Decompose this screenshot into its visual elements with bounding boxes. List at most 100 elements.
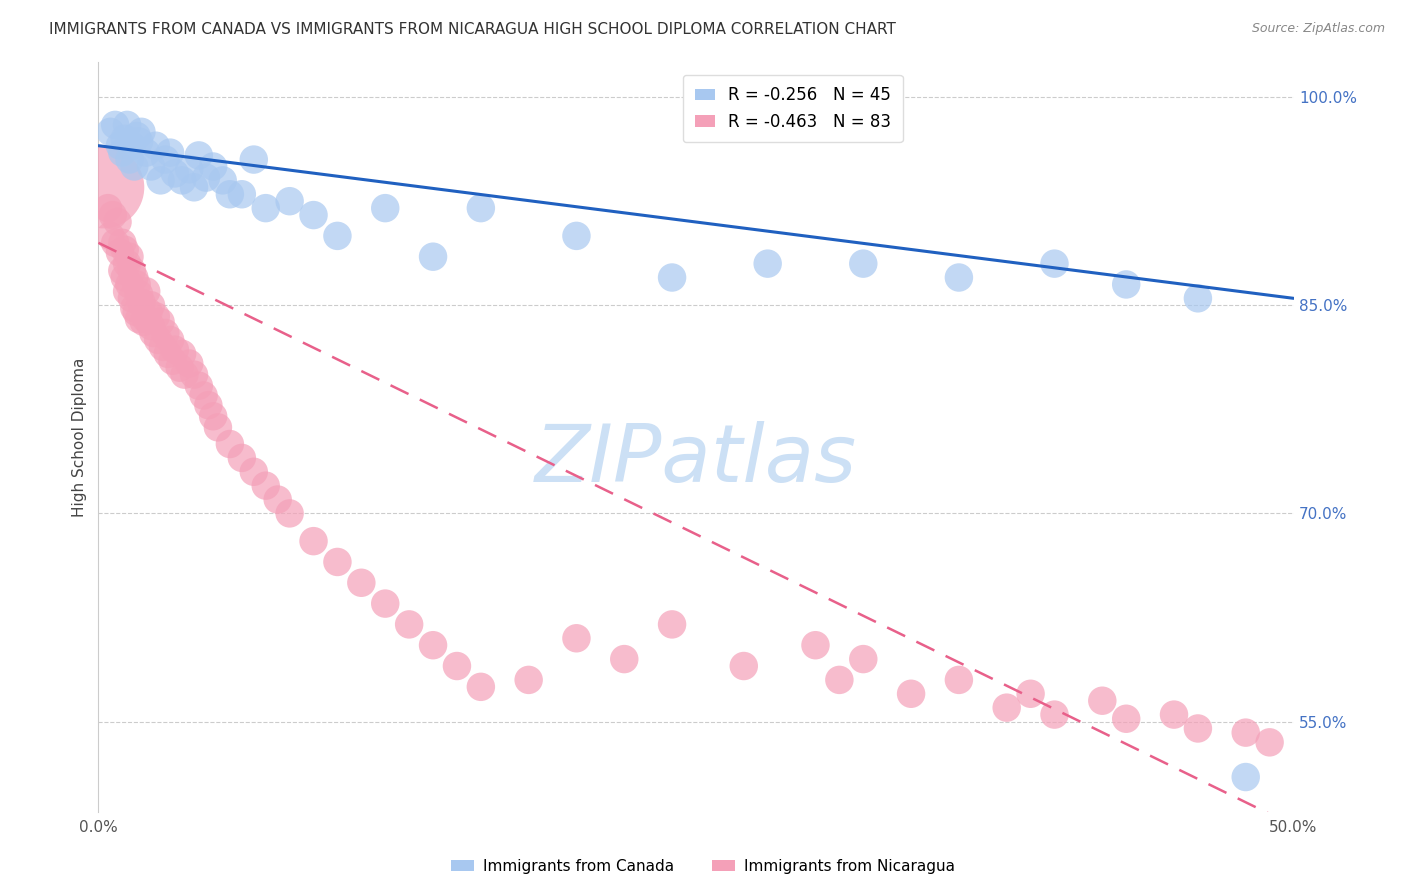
Point xyxy=(948,270,970,285)
Point xyxy=(565,228,588,243)
Legend: Immigrants from Canada, Immigrants from Nicaragua: Immigrants from Canada, Immigrants from … xyxy=(444,853,962,880)
Point xyxy=(101,208,124,222)
Point xyxy=(267,492,290,507)
Point xyxy=(142,326,165,340)
Point xyxy=(219,187,242,202)
Point xyxy=(128,312,150,326)
Point xyxy=(121,263,143,277)
Point xyxy=(202,160,225,174)
Point xyxy=(111,235,134,250)
Point xyxy=(756,257,779,271)
Point xyxy=(114,132,136,146)
Point xyxy=(179,357,201,371)
Point xyxy=(98,125,122,139)
Text: ZIPatlas: ZIPatlas xyxy=(534,420,858,499)
Point xyxy=(114,270,136,285)
Text: Source: ZipAtlas.com: Source: ZipAtlas.com xyxy=(1251,22,1385,36)
Point xyxy=(118,250,141,264)
Point xyxy=(231,187,253,202)
Point xyxy=(219,437,242,451)
Point xyxy=(187,148,209,162)
Point xyxy=(613,652,636,666)
Point xyxy=(118,153,141,167)
Point xyxy=(172,173,194,187)
Point xyxy=(1115,277,1137,292)
Point xyxy=(108,245,131,260)
Point xyxy=(115,285,138,299)
Point xyxy=(149,315,172,329)
Point xyxy=(104,235,127,250)
Point xyxy=(852,652,875,666)
Point xyxy=(145,138,167,153)
Point xyxy=(115,118,138,132)
Point xyxy=(159,145,181,160)
Point xyxy=(193,388,215,402)
Point xyxy=(195,170,218,185)
Point xyxy=(1234,770,1257,784)
Point xyxy=(121,291,143,305)
Point xyxy=(661,270,683,285)
Point xyxy=(1091,694,1114,708)
Point xyxy=(132,315,155,329)
Point xyxy=(243,153,266,167)
Point xyxy=(149,173,172,187)
Point xyxy=(948,673,970,687)
Point xyxy=(124,270,146,285)
Point xyxy=(446,659,468,673)
Point xyxy=(131,295,153,310)
Text: IMMIGRANTS FROM CANADA VS IMMIGRANTS FROM NICARAGUA HIGH SCHOOL DIPLOMA CORRELAT: IMMIGRANTS FROM CANADA VS IMMIGRANTS FRO… xyxy=(49,22,896,37)
Point xyxy=(804,638,827,652)
Point xyxy=(179,162,201,177)
Point xyxy=(1234,725,1257,739)
Point xyxy=(398,617,420,632)
Point xyxy=(900,687,922,701)
Point xyxy=(155,326,177,340)
Point xyxy=(422,638,444,652)
Point xyxy=(128,135,150,149)
Point xyxy=(125,128,148,143)
Point xyxy=(169,360,191,375)
Point xyxy=(138,305,160,319)
Point xyxy=(517,673,540,687)
Point xyxy=(114,243,136,257)
Point xyxy=(470,680,492,694)
Point xyxy=(162,353,184,368)
Point xyxy=(163,343,186,357)
Point xyxy=(995,700,1018,714)
Point xyxy=(1163,707,1185,722)
Point xyxy=(350,575,373,590)
Point xyxy=(278,194,301,209)
Point xyxy=(139,319,162,334)
Point xyxy=(125,277,148,292)
Point xyxy=(302,534,325,549)
Point xyxy=(302,208,325,222)
Point xyxy=(211,173,233,187)
Point xyxy=(565,632,588,646)
Point xyxy=(128,287,150,301)
Point xyxy=(852,257,875,271)
Point xyxy=(159,333,181,347)
Point xyxy=(254,478,277,492)
Point xyxy=(187,378,209,392)
Point xyxy=(1258,735,1281,749)
Point xyxy=(139,298,162,312)
Point xyxy=(111,145,134,160)
Point xyxy=(183,180,205,194)
Point xyxy=(1115,712,1137,726)
Point xyxy=(1043,257,1066,271)
Point xyxy=(135,285,157,299)
Point xyxy=(155,153,177,167)
Point xyxy=(135,312,157,326)
Point xyxy=(278,507,301,521)
Point xyxy=(135,145,157,160)
Point xyxy=(98,228,122,243)
Point xyxy=(1019,687,1042,701)
Point xyxy=(131,125,153,139)
Point xyxy=(124,160,146,174)
Y-axis label: High School Diploma: High School Diploma xyxy=(72,358,87,516)
Point xyxy=(1187,722,1209,736)
Point xyxy=(326,228,349,243)
Point xyxy=(156,347,179,361)
Point xyxy=(97,201,120,215)
Point xyxy=(422,250,444,264)
